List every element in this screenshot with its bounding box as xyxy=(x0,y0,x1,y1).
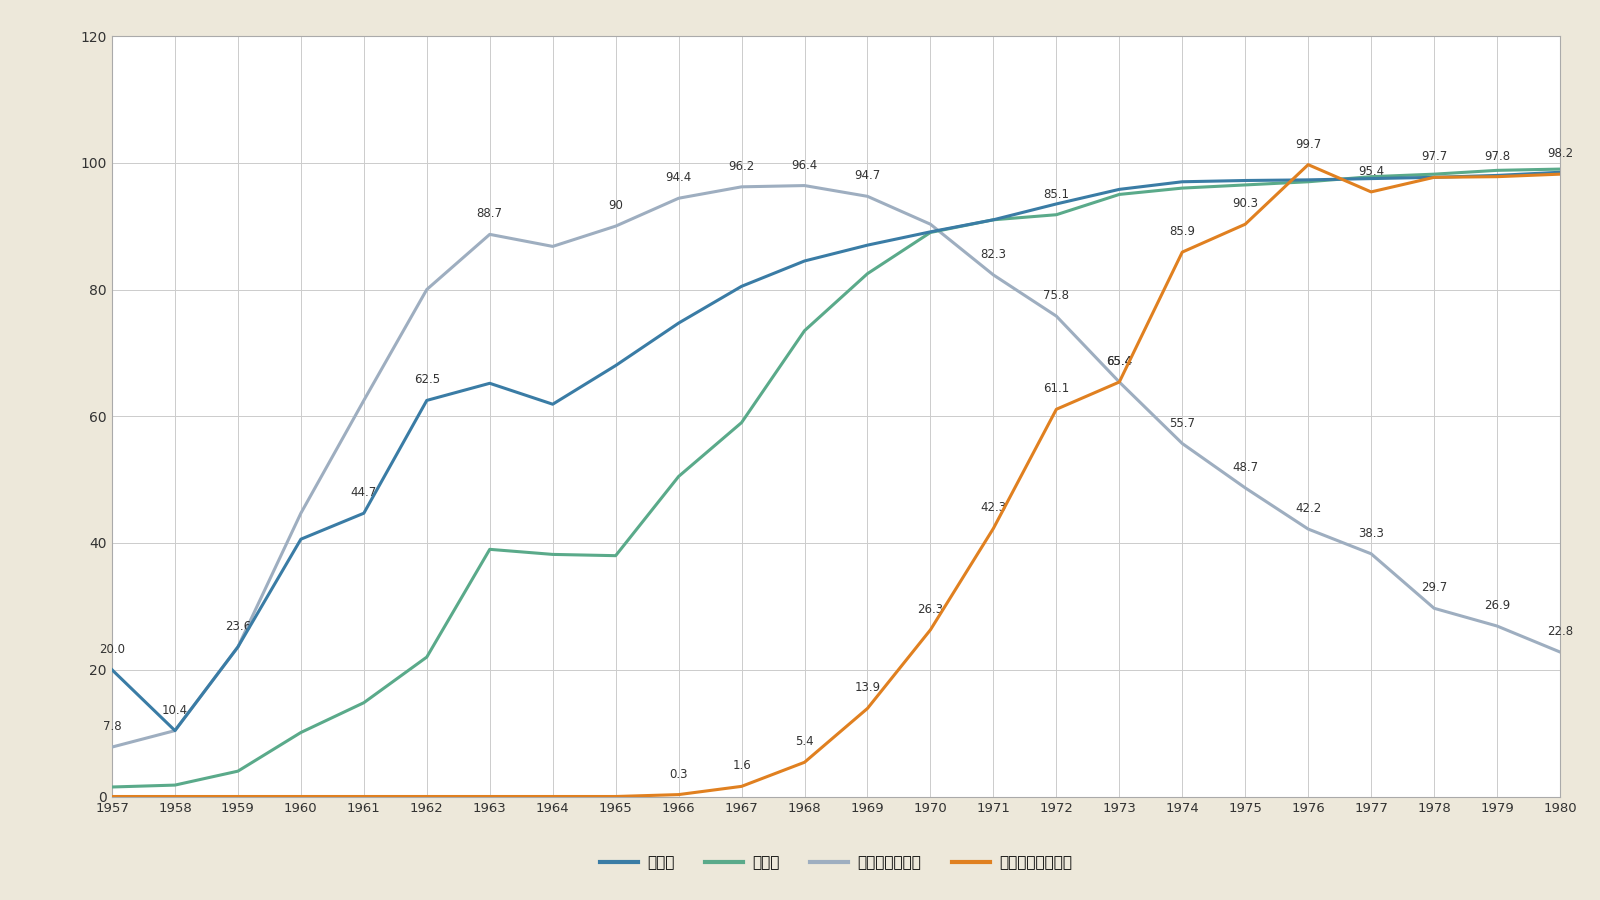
Text: 23.6: 23.6 xyxy=(226,620,251,633)
Text: 96.2: 96.2 xyxy=(728,160,755,173)
Text: 65.4: 65.4 xyxy=(1106,356,1133,368)
Text: 90.3: 90.3 xyxy=(1232,197,1258,211)
Text: 98.2: 98.2 xyxy=(1547,148,1573,160)
Text: 1.6: 1.6 xyxy=(733,760,750,772)
Legend: 洗濯機, 冷蔵庫, テレビ（白黒）, テレビ（カラー）: 洗濯機, 冷蔵庫, テレビ（白黒）, テレビ（カラー） xyxy=(594,849,1078,877)
Text: 38.3: 38.3 xyxy=(1358,526,1384,540)
Text: 96.4: 96.4 xyxy=(792,158,818,172)
Text: 29.7: 29.7 xyxy=(1421,581,1448,594)
Text: 44.7: 44.7 xyxy=(350,486,378,500)
Text: 48.7: 48.7 xyxy=(1232,461,1258,474)
Text: 13.9: 13.9 xyxy=(854,681,880,695)
Text: 20.0: 20.0 xyxy=(99,643,125,656)
Text: 55.7: 55.7 xyxy=(1170,417,1195,429)
Text: 95.4: 95.4 xyxy=(1358,165,1384,178)
Text: 94.7: 94.7 xyxy=(854,169,880,183)
Text: 26.3: 26.3 xyxy=(917,603,944,616)
Text: 97.7: 97.7 xyxy=(1421,150,1448,164)
Text: 75.8: 75.8 xyxy=(1043,289,1069,302)
Text: 42.2: 42.2 xyxy=(1294,502,1322,515)
Text: 0.3: 0.3 xyxy=(669,768,688,780)
Text: 26.9: 26.9 xyxy=(1483,599,1510,612)
Text: 5.4: 5.4 xyxy=(795,735,814,748)
Text: 97.8: 97.8 xyxy=(1483,149,1510,163)
Text: 94.4: 94.4 xyxy=(666,171,691,184)
Text: 85.9: 85.9 xyxy=(1170,225,1195,238)
Text: 88.7: 88.7 xyxy=(477,207,502,220)
Text: 82.3: 82.3 xyxy=(981,248,1006,261)
Text: 90: 90 xyxy=(608,199,622,212)
Text: 10.4: 10.4 xyxy=(162,704,189,716)
Text: 7.8: 7.8 xyxy=(102,720,122,733)
Text: 61.1: 61.1 xyxy=(1043,382,1069,395)
Text: 99.7: 99.7 xyxy=(1294,138,1322,150)
Text: 65.4: 65.4 xyxy=(1106,356,1133,368)
Text: 85.1: 85.1 xyxy=(1043,188,1069,201)
Text: 22.8: 22.8 xyxy=(1547,626,1573,638)
Text: 62.5: 62.5 xyxy=(414,374,440,386)
Text: 42.3: 42.3 xyxy=(981,501,1006,515)
